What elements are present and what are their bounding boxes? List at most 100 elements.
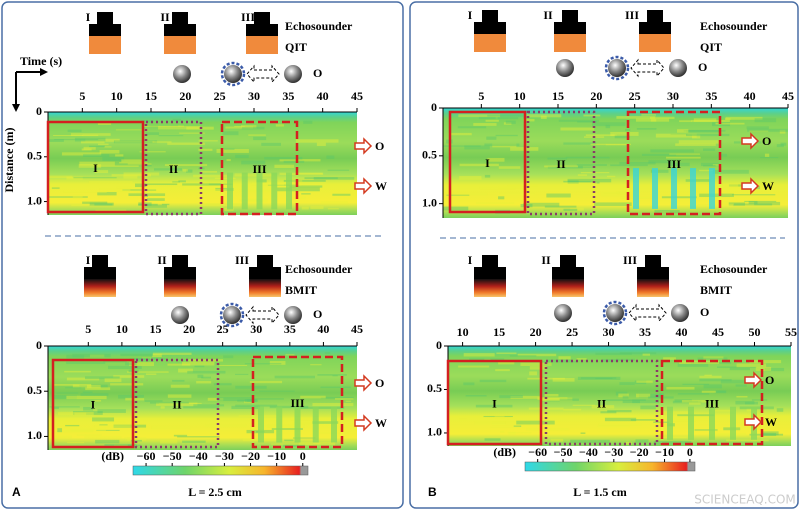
echogram-texture — [650, 149, 694, 153]
echogram-texture — [186, 189, 227, 192]
echogram-texture — [244, 398, 258, 403]
transducer-body — [554, 22, 586, 34]
echogram-texture — [82, 391, 93, 394]
sphere — [556, 59, 574, 77]
x-tick-label: 35 — [282, 89, 294, 103]
echogram-texture — [495, 134, 518, 137]
echogram-texture — [598, 423, 642, 426]
marker-arrow — [741, 132, 760, 150]
echogram-texture — [697, 204, 733, 208]
echogram-texture — [135, 183, 147, 188]
stage-label: III — [235, 253, 249, 267]
echogram-texture — [49, 406, 80, 408]
x-tick-label: 20 — [179, 89, 191, 103]
marker-arrow — [741, 177, 760, 195]
echogram-texture — [700, 162, 720, 167]
transducer-face — [249, 279, 281, 297]
echogram-texture — [494, 415, 505, 419]
transducer-face — [552, 279, 584, 297]
transducer-top — [257, 255, 273, 267]
echogram-texture — [498, 166, 521, 169]
echogram-texture — [301, 206, 309, 210]
echogram-texture — [625, 128, 631, 132]
echogram-texture — [241, 126, 265, 130]
echogram-texture — [64, 370, 91, 373]
echogram-texture — [301, 193, 311, 195]
echogram-texture — [239, 199, 258, 202]
region-label: III — [252, 162, 266, 176]
marker-arrow — [354, 177, 373, 195]
stage-label: II — [160, 10, 170, 24]
x-tick-label: 45 — [351, 322, 363, 336]
echogram-texture — [248, 134, 266, 136]
sphere — [224, 65, 242, 83]
echogram-texture — [615, 391, 628, 396]
stage-label: III — [625, 8, 639, 22]
region-box — [46, 120, 145, 214]
echogram-texture — [49, 139, 64, 142]
echogram-texture — [463, 353, 495, 357]
region-label: I — [93, 161, 98, 175]
echogram-texture — [513, 425, 522, 427]
echogram-texture — [594, 202, 632, 206]
sphere — [284, 306, 302, 324]
echogram-texture — [580, 432, 586, 434]
echogram-texture — [712, 164, 722, 166]
echogram-texture — [690, 361, 732, 364]
echogram-column — [241, 172, 248, 210]
echogram-texture — [115, 154, 124, 157]
echogram-texture — [99, 188, 131, 192]
echogram-texture — [475, 202, 515, 205]
echogram-texture — [86, 384, 101, 389]
echogram-texture — [641, 153, 677, 156]
x-tick-label: 55 — [785, 325, 797, 339]
echogram-texture — [70, 427, 106, 432]
echogram-texture — [73, 177, 117, 179]
echogram-texture — [595, 377, 613, 379]
echogram-texture — [172, 379, 185, 382]
colorbar-unit: (dB) — [101, 449, 124, 463]
echogram-texture — [600, 192, 636, 197]
echogram-texture — [595, 352, 632, 355]
x-tick-label: 20 — [530, 325, 542, 339]
object-label: O — [313, 307, 322, 321]
echogram-texture — [142, 183, 178, 186]
x-tick-label: 30 — [667, 89, 679, 103]
transducer-top — [97, 12, 113, 24]
x-tick-label: 40 — [744, 89, 756, 103]
echogram-texture — [198, 140, 218, 142]
echogram-texture — [66, 176, 83, 180]
echogram-column — [709, 168, 715, 209]
x-tick-label: 30 — [603, 325, 615, 339]
echogram-texture — [198, 148, 213, 151]
echogram-texture — [264, 156, 303, 160]
echogram-texture — [546, 399, 560, 402]
echogram-texture — [63, 191, 107, 193]
echogram-texture — [283, 160, 305, 163]
echogram-texture — [443, 145, 481, 147]
echogram-texture — [88, 180, 133, 184]
stage-label: I — [468, 253, 473, 267]
x-tick-label: 40 — [317, 89, 329, 103]
region-label: III — [667, 157, 681, 171]
echogram-texture — [142, 357, 151, 360]
echogram-texture — [483, 415, 513, 418]
x-tick-label: 45 — [351, 89, 363, 103]
y-tick-label: 0 — [36, 338, 42, 352]
echogram-texture — [746, 408, 752, 412]
colorbar-tick-label: −20 — [630, 445, 649, 459]
echogram-texture — [703, 384, 722, 389]
x-tick-label: 10 — [111, 89, 123, 103]
echogram-texture — [298, 172, 323, 175]
echogram-texture — [699, 375, 722, 379]
sphere — [554, 304, 572, 322]
echogram-texture — [114, 140, 155, 143]
echogram-texture — [57, 412, 94, 416]
echogram-texture — [222, 131, 239, 136]
echogram-texture — [66, 395, 107, 400]
echogram-texture — [89, 202, 114, 206]
echogram-texture — [178, 180, 186, 183]
echogram-texture — [672, 400, 702, 404]
x-tick-label: 10 — [514, 89, 526, 103]
echogram-texture — [735, 384, 747, 387]
